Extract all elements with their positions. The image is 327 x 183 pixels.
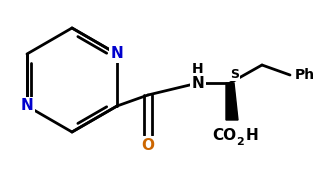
Text: N: N <box>111 46 123 61</box>
Text: H: H <box>192 62 204 76</box>
Text: Ph: Ph <box>295 68 315 82</box>
Text: 2: 2 <box>236 137 244 147</box>
Text: O: O <box>142 137 154 152</box>
Text: S: S <box>231 68 239 81</box>
Text: CO: CO <box>212 128 236 143</box>
Polygon shape <box>226 83 238 120</box>
Text: N: N <box>192 76 204 91</box>
Text: N: N <box>21 98 33 113</box>
Text: H: H <box>246 128 258 143</box>
